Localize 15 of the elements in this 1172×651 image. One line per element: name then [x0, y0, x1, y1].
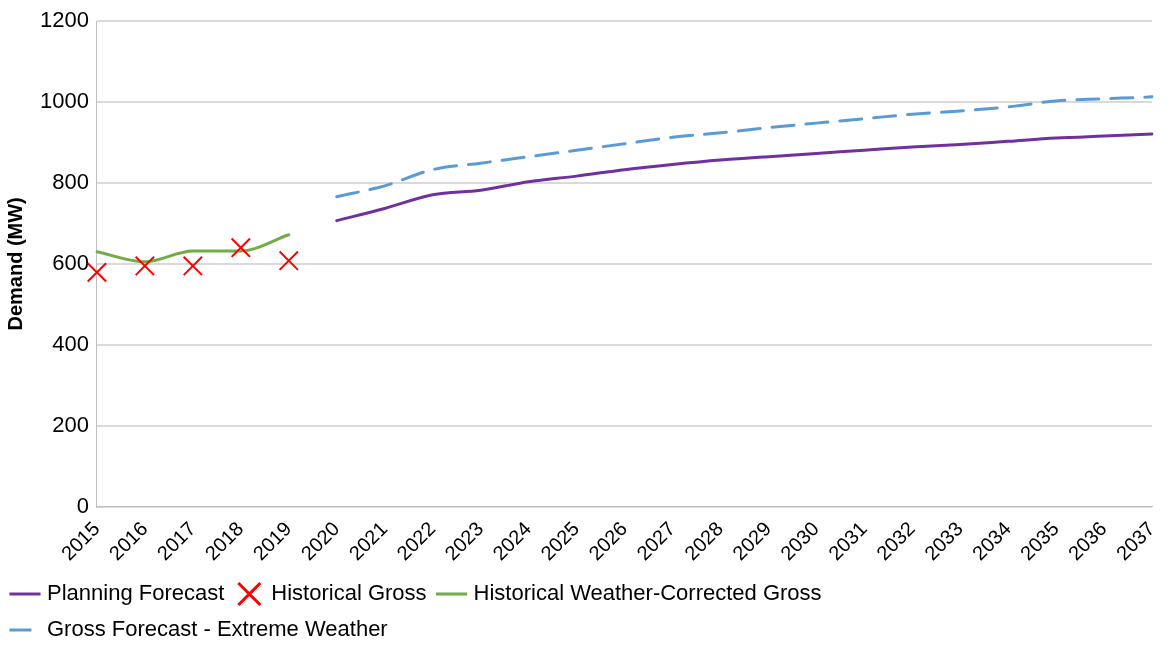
line-series	[95, 233, 291, 264]
legend-label: Planning Forecast	[47, 580, 225, 606]
y-tick-label: 0	[76, 492, 89, 518]
y-axis-title: Demand (MW)	[3, 197, 26, 331]
legend-label: Historical Gross	[271, 580, 427, 606]
y-tick-label: 200	[52, 411, 89, 437]
y-tick-label: 1200	[39, 7, 89, 33]
y-tick-label: 1000	[39, 88, 89, 114]
y-tick-label: 600	[52, 249, 89, 275]
legend-label: Historical Weather-Corrected Gross	[473, 580, 822, 606]
line-series	[335, 132, 1154, 223]
line-series	[335, 95, 1154, 199]
y-tick-label: 400	[52, 330, 89, 356]
y-tick-label: 800	[52, 169, 89, 195]
legend-label: Gross Forecast - Extreme Weather	[47, 616, 388, 642]
